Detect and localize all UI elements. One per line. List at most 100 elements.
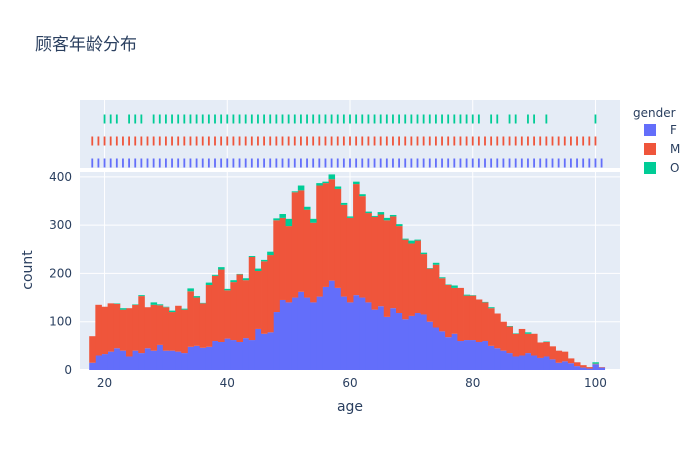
bar-f-91 (537, 357, 544, 370)
bar-f-67 (389, 308, 397, 370)
bar-m-28 (150, 304, 158, 351)
bar-f-29 (156, 344, 164, 370)
bar-f-49 (279, 299, 286, 370)
bar-f-76 (445, 337, 452, 370)
rug-mark-o (441, 114, 443, 124)
rug-mark-o (244, 114, 247, 124)
bar-f-36 (199, 347, 207, 370)
bar-f-74 (432, 327, 440, 370)
rug-mark-m (367, 136, 370, 146)
bar-m-73 (426, 268, 434, 322)
rug-mark-m (128, 136, 130, 146)
bar-f-45 (254, 328, 262, 370)
rug-mark-m (594, 136, 597, 146)
rug-mark-f (600, 158, 603, 168)
rug-mark-m (115, 136, 118, 146)
bar-f-77 (451, 333, 458, 370)
rug-mark-o (263, 114, 265, 124)
rug-mark-f (539, 158, 542, 168)
rug-mark-o (336, 114, 339, 124)
bar-m-43 (242, 280, 250, 339)
bar-o-68 (396, 224, 403, 227)
rug-mark-o (183, 114, 186, 124)
bar-f-58 (334, 287, 342, 370)
bar-m-65 (377, 214, 385, 307)
rug-mark-m (220, 136, 223, 146)
rug-mark-m (355, 136, 358, 146)
rug-mark-o (189, 114, 192, 124)
rug-mark-m (379, 136, 382, 146)
rug-mark-o (109, 114, 112, 124)
rug-mark-f (508, 158, 511, 168)
rug-mark-m (263, 136, 265, 146)
bar-o-66 (383, 217, 391, 221)
bar-m-61 (353, 184, 360, 296)
bar-m-51 (291, 192, 299, 298)
rug-mark-m (416, 136, 419, 146)
bar-m-58 (334, 188, 342, 288)
bar-f-18 (89, 362, 96, 370)
bar-f-35 (193, 345, 201, 370)
bar-f-96 (567, 363, 575, 370)
rug-mark-f (422, 158, 425, 168)
bar-o-34 (187, 288, 194, 292)
rug-mark-f (293, 158, 296, 168)
rug-mark-f (336, 158, 339, 168)
bar-f-59 (340, 296, 348, 370)
bar-m-71 (414, 240, 421, 314)
bar-f-42 (236, 341, 244, 370)
rug-mark-o (171, 114, 173, 124)
bar-m-99 (586, 367, 593, 369)
rug-mark-f (287, 158, 290, 168)
bar-m-41 (230, 282, 237, 341)
rug-mark-m (195, 136, 198, 146)
rug-mark-f (355, 158, 358, 168)
bar-f-84 (494, 348, 501, 370)
rug-mark-f (232, 158, 235, 168)
rug-mark-o (300, 114, 302, 124)
rug-mark-f (115, 158, 118, 168)
rug-mark-m (207, 136, 210, 146)
rug-mark-f (183, 158, 186, 168)
bar-m-94 (555, 350, 563, 363)
bar-m-90 (531, 333, 538, 356)
rug-mark-m (318, 136, 321, 146)
bar-m-36 (199, 303, 207, 348)
rug-mark-f (140, 158, 143, 168)
rug-mark-m (484, 136, 486, 146)
bar-f-39 (218, 341, 225, 370)
bar-o-28 (150, 302, 158, 305)
rug-mark-f (109, 158, 112, 168)
bar-f-54 (310, 302, 317, 370)
bar-o-31 (168, 310, 176, 313)
bar-m-72 (420, 254, 428, 315)
bar-m-48 (273, 220, 280, 313)
bar-f-99 (586, 368, 593, 370)
rug-mark-f (103, 158, 106, 168)
bar-m-63 (365, 213, 372, 303)
bar-m-88 (518, 328, 526, 356)
x-tick-label: 60 (342, 376, 357, 390)
rug-mark-f (91, 158, 94, 168)
rug-mark-o (238, 114, 241, 124)
bar-m-75 (438, 278, 446, 332)
bar-m-45 (254, 271, 262, 329)
bar-m-46 (261, 261, 268, 334)
bar-o-52 (297, 185, 305, 191)
rug-mark-o (220, 114, 223, 124)
rug-mark-o (416, 114, 419, 124)
bar-m-89 (524, 333, 532, 354)
legend-label-o: O (670, 161, 679, 175)
rug-mark-m (257, 136, 259, 146)
bar-o-55 (316, 183, 323, 186)
bar-m-33 (181, 309, 188, 354)
rug-mark-m (300, 136, 302, 146)
bar-o-41 (230, 280, 237, 283)
rug-mark-f (128, 158, 130, 168)
bar-o-58 (334, 186, 342, 189)
rug-mark-f (471, 158, 474, 168)
bar-o-61 (353, 181, 360, 185)
rug-mark-o (281, 114, 284, 124)
legend: gender FMO (633, 106, 680, 175)
rug-mark-m (508, 136, 511, 146)
